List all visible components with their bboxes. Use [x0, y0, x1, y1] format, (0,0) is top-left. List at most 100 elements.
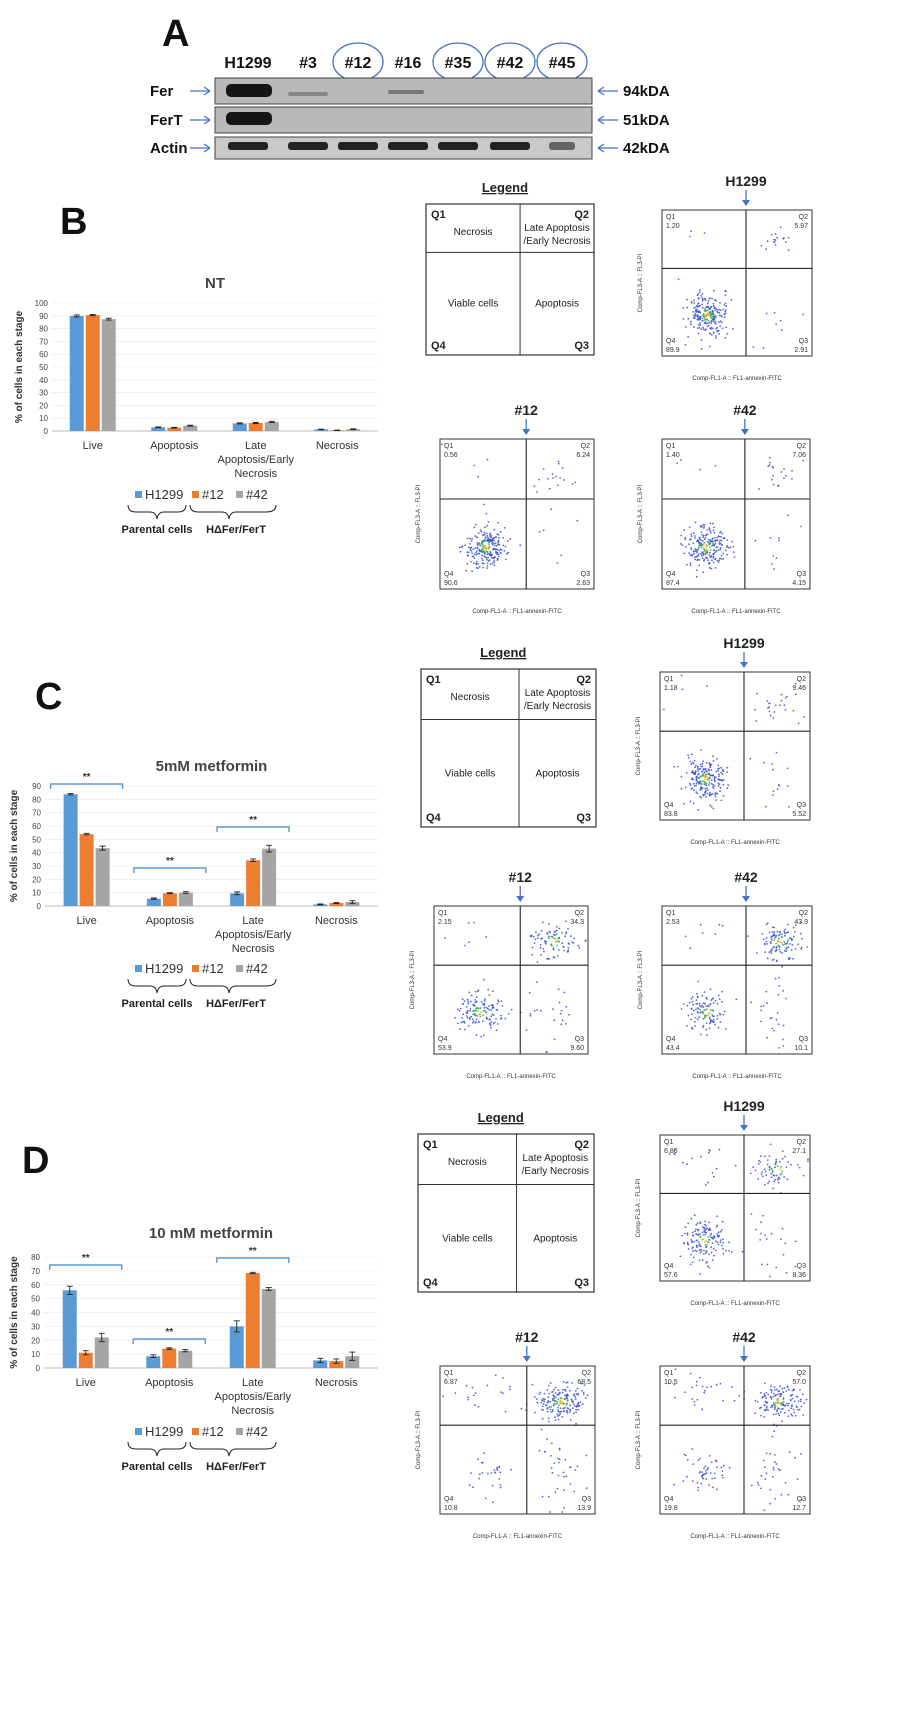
q4-label: Q4 [666, 571, 675, 578]
q3-label: Q3 [582, 1496, 591, 1503]
flow-y-axis-label: Comp-FL3-A :: FL3-PI [636, 1410, 642, 1469]
significance-bracket [133, 867, 207, 873]
kda-label: 94kDA [623, 83, 670, 100]
lane-label: #16 [395, 55, 422, 72]
flow-x-axis-label: Comp-FL1-A :: FL1-annexin-FITC [692, 1074, 782, 1080]
error-bar [105, 317, 112, 321]
q1-label: Q1 [438, 910, 447, 917]
q3-label: Q3 [799, 1036, 808, 1043]
legend-late-1: Late Apoptosis [522, 1153, 588, 1164]
q1-value: 10.5 [664, 1379, 678, 1386]
flow-plot-title: #42 [734, 869, 758, 885]
blot-row-label: FerT [150, 112, 183, 129]
group-label-knockdown: HΔFer/FerT [206, 524, 266, 536]
q1-value: 1.18 [664, 685, 678, 692]
bar-n12 [245, 1272, 260, 1368]
bar-n12 [329, 903, 344, 906]
dot-cloud [667, 1368, 808, 1512]
q4-value: 19.8 [664, 1505, 678, 1512]
flow-plot-b-h1299: H1299 Q1 1.20 Q2 5.97 Q3 2.91 Q4 89.9 Comp-FL1-A … [638, 173, 813, 382]
legend-item-label: H1299 [145, 961, 183, 976]
category-label: Necrosis [315, 915, 358, 927]
bar-n12 [79, 834, 94, 906]
y-tick-label: 30 [39, 389, 48, 398]
legend-necrosis: Necrosis [454, 227, 493, 238]
flow-plot-title: #42 [732, 1329, 756, 1345]
q3-label: Q3 [797, 1496, 806, 1503]
flow-x-axis-label: Comp-FL1-A :: FL1-annexin-FITC [692, 376, 782, 382]
q2-label: Q2 [797, 1370, 806, 1377]
legend-swatch [135, 965, 142, 972]
error-bar [150, 897, 157, 900]
q1-label: Q1 [666, 214, 675, 221]
y-tick-label: 20 [39, 401, 48, 410]
q4-label: Q4 [664, 1496, 673, 1503]
y-tick-label: 80 [31, 1253, 40, 1262]
y-tick-label: 100 [35, 299, 49, 308]
q4-label: Q4 [666, 1036, 675, 1043]
bar-n42 [346, 429, 361, 431]
y-axis-label: % of cells in each stage [9, 789, 20, 902]
bar-n42 [94, 1337, 109, 1368]
band [438, 142, 478, 150]
bar-n12 [246, 860, 261, 906]
y-tick-label: 50 [32, 835, 41, 844]
legend-swatch [192, 1428, 199, 1435]
q2-label: Q2 [797, 443, 806, 450]
band [288, 142, 328, 150]
legend-q3: Q3 [576, 812, 591, 824]
legend-late-2: /Early Necrosis [522, 1166, 589, 1177]
series-legend: H1299 #12 #42 Parental cells HΔFer/FerT [122, 961, 277, 1010]
lane-label: #42 [497, 55, 524, 72]
q2-value: 7.06 [792, 452, 806, 459]
legend-q1: Q1 [423, 1139, 438, 1151]
significance-label: ** [82, 1253, 90, 1264]
bar-h1299 [146, 898, 161, 906]
significance-label: ** [249, 1246, 257, 1257]
legend-item-label: #42 [246, 961, 268, 976]
category-label: Apoptosis [146, 915, 195, 927]
error-bar [252, 422, 259, 424]
dot-cloud [680, 921, 809, 1049]
q3-label: Q3 [797, 571, 806, 578]
lane-label: #45 [549, 55, 576, 72]
band [388, 142, 428, 150]
lane-label: #12 [345, 55, 372, 72]
q1-label: Q1 [666, 443, 675, 450]
y-tick-label: 50 [31, 1295, 40, 1304]
bar-h1299 [69, 315, 84, 431]
bar-n42 [183, 425, 198, 431]
legend-swatch [236, 965, 243, 972]
quadrant-legend-box: Legend Q1 Q2 Q3 Q4 Necrosis Late Apoptosis/Ear… [420, 645, 597, 828]
q3-label: Q3 [797, 802, 806, 809]
legend-item-label: #42 [246, 1424, 268, 1439]
bar-n12 [248, 423, 263, 431]
error-bar [171, 426, 178, 429]
error-bar [166, 892, 173, 895]
q1-label: Q1 [664, 1139, 673, 1146]
band [388, 90, 424, 94]
bar-h1299 [314, 429, 329, 431]
legend-apoptosis: Apoptosis [533, 1233, 577, 1244]
flow-x-axis-label: Comp-FL1-A :: FL1-annexin-FITC [473, 1534, 563, 1540]
q1-value: 1.20 [666, 223, 680, 230]
y-tick-label: 0 [37, 902, 42, 911]
blot-row-label: Fer [150, 83, 174, 100]
q2-value: 43.9 [794, 919, 808, 926]
q3-value: 9.60 [570, 1045, 584, 1052]
flow-y-axis-label: Comp-FL3-A :: FL3-PI [416, 484, 422, 543]
y-tick-label: 70 [39, 337, 48, 346]
q2-value: 5.97 [794, 223, 808, 230]
y-tick-label: 80 [32, 795, 41, 804]
q2-value: 27.1 [792, 1148, 806, 1155]
q1-value: 2.53 [666, 919, 680, 926]
band [226, 84, 272, 97]
kda-label: 42kDA [623, 140, 670, 157]
bar-chart-panel-c: 5mM metformin % of cells in each stage 0 10… [9, 758, 378, 1010]
bar-n12 [167, 427, 182, 431]
quadrant-legend-box: Legend Q1 Q2 Q3 Q4 Necrosis Late Apoptosis/Ear… [417, 1110, 595, 1293]
category-label: Live [83, 440, 103, 452]
error-bar [317, 903, 324, 906]
legend-swatch [236, 491, 243, 498]
